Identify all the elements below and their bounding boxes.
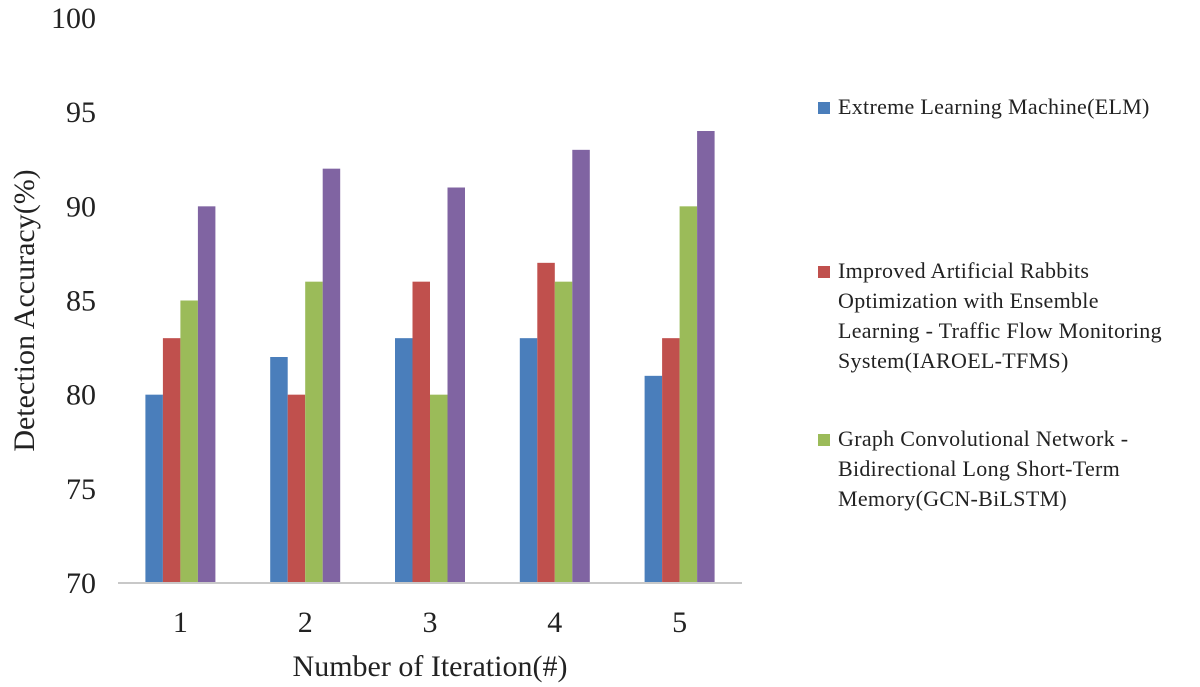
bar-series-2-iteration-3 <box>412 281 430 583</box>
legend-label-elm: Extreme Learning Machine(ELM) <box>838 94 1150 119</box>
bar-series-3-iteration-4 <box>554 281 573 583</box>
bar-series-1-iteration-4 <box>519 338 538 583</box>
bar-series-3-iteration-5 <box>679 206 698 584</box>
y-tick-label: 75 <box>66 473 96 506</box>
bar-series-4-iteration-5 <box>697 131 715 583</box>
y-tick-label: 85 <box>66 285 96 318</box>
bar-chart: 70 75 80 85 90 95 100 1 2 3 4 5 Detection Accuracy… <box>8 2 742 683</box>
y-axis-title: Detection Accuracy(%) <box>8 169 41 451</box>
legend-item-elm: Extreme Learning Machine(ELM) <box>818 92 1188 122</box>
bar-series-1-iteration-2 <box>270 357 288 583</box>
legend-label-gcn-bilstm: Graph Convolutional Network - Bidirectio… <box>838 426 1129 511</box>
y-tick-label: 90 <box>66 190 96 223</box>
bar-series-4-iteration-1 <box>197 206 216 584</box>
y-tick-label: 70 <box>66 567 96 600</box>
bar-series-3-iteration-3 <box>430 394 448 583</box>
bar-series-1-iteration-3 <box>395 338 413 583</box>
bar-series-group <box>145 131 715 584</box>
x-tick-label: 3 <box>423 606 438 639</box>
legend-label-iaroel-tfms: Improved Artificial Rabbits Optimization… <box>838 258 1162 373</box>
bar-series-4-iteration-2 <box>322 168 341 583</box>
y-tick-label: 95 <box>66 96 96 129</box>
bar-series-1-iteration-1 <box>145 394 163 583</box>
legend: Extreme Learning Machine(ELM) Improved A… <box>818 0 1198 687</box>
bar-series-2-iteration-5 <box>662 338 680 583</box>
x-tick-label: 1 <box>173 606 188 639</box>
y-axis-tick-labels: 70 75 80 85 90 95 100 <box>51 2 96 600</box>
x-axis-title: Number of Iteration(#) <box>293 650 568 683</box>
legend-item-iaroel-tfms: Improved Artificial Rabbits Optimization… <box>818 256 1188 376</box>
x-tick-label: 4 <box>547 606 562 639</box>
legend-swatch-gcn-bilstm <box>818 434 830 446</box>
bar-series-2-iteration-2 <box>287 394 306 583</box>
bar-series-3-iteration-2 <box>305 281 323 583</box>
x-tick-label: 5 <box>672 606 687 639</box>
bar-series-1-iteration-5 <box>644 375 663 583</box>
legend-swatch-iaroel-tfms <box>818 266 830 278</box>
bar-series-4-iteration-4 <box>572 149 590 584</box>
bar-series-3-iteration-1 <box>180 300 198 583</box>
bar-series-2-iteration-4 <box>537 262 555 583</box>
bar-series-4-iteration-3 <box>447 187 465 583</box>
bar-series-2-iteration-1 <box>162 338 181 583</box>
y-tick-label: 80 <box>66 379 96 412</box>
x-tick-label: 2 <box>298 606 313 639</box>
legend-swatch-elm <box>818 102 830 114</box>
legend-item-gcn-bilstm: Graph Convolutional Network - Bidirectio… <box>818 424 1188 514</box>
y-tick-label: 100 <box>51 2 96 35</box>
x-axis-tick-labels: 1 2 3 4 5 <box>173 606 687 639</box>
